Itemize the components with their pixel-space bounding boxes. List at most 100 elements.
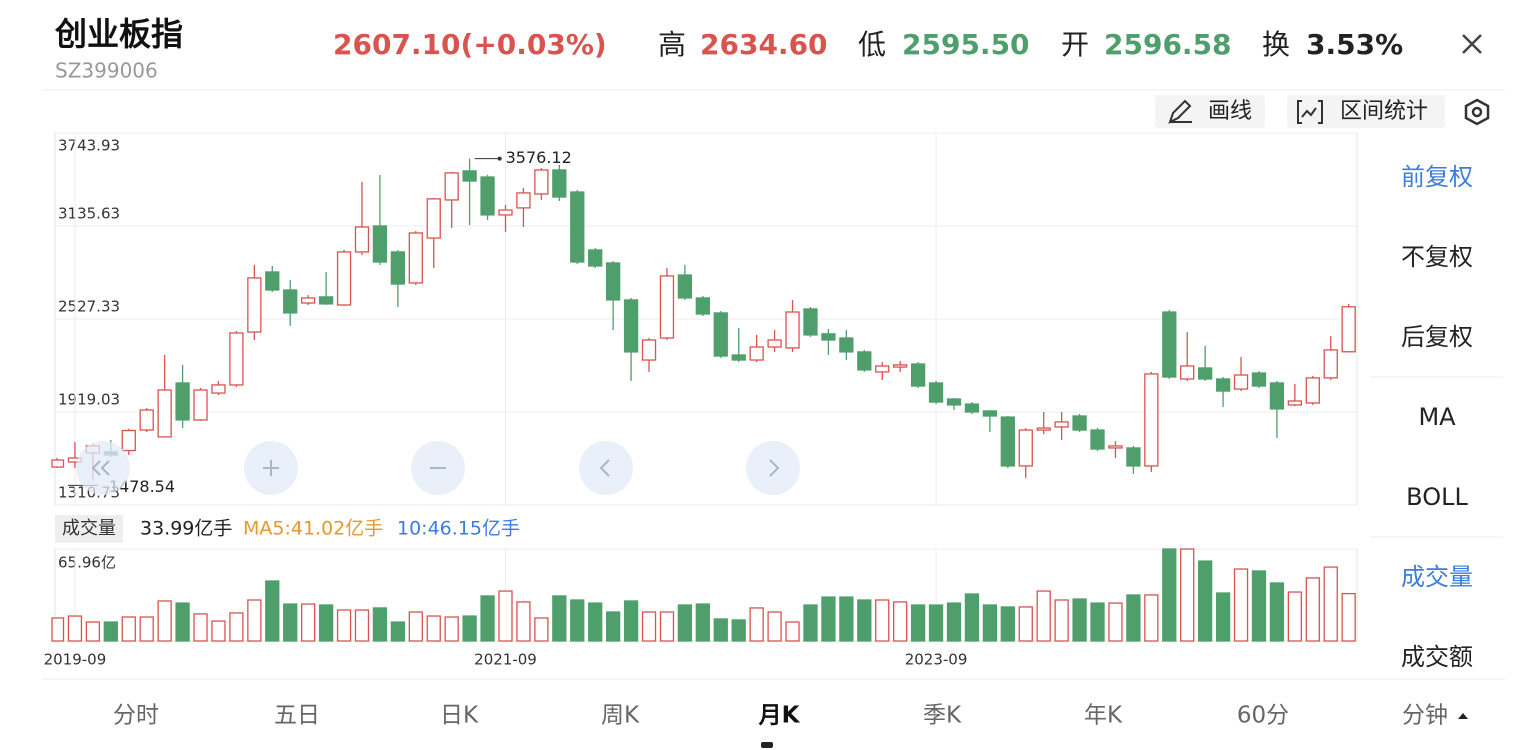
menu-item[interactable]: BOLL — [1406, 483, 1468, 511]
volume-bar — [1287, 591, 1303, 642]
volume-bar — [480, 595, 495, 642]
menu-item[interactable]: 成交额 — [1401, 643, 1473, 671]
price: 2607.10(+0.03%) — [333, 28, 607, 61]
candle-body — [857, 351, 872, 371]
candle-body — [1305, 377, 1320, 404]
max-label: 3576.12 — [506, 148, 572, 167]
volume-bar — [1162, 548, 1177, 642]
volume-bar — [785, 621, 800, 642]
menu-item[interactable]: 后复权 — [1401, 323, 1473, 351]
volume-bar — [51, 617, 65, 642]
candle-body — [588, 249, 603, 267]
tab[interactable]: 日K — [440, 703, 479, 729]
candle-body — [1269, 382, 1285, 410]
volume-bar — [749, 607, 764, 642]
volume-bar — [211, 620, 226, 642]
candle-body — [946, 398, 962, 406]
volume-bar — [426, 615, 441, 642]
tab-active[interactable]: 月K — [758, 703, 801, 729]
close-button[interactable] — [1462, 34, 1482, 54]
candle-body — [1233, 374, 1249, 390]
volume-bar — [857, 599, 872, 642]
range-button[interactable] — [1287, 95, 1445, 128]
tab[interactable]: 五日 — [274, 703, 320, 729]
tab[interactable]: 周K — [601, 703, 640, 729]
candle-body — [731, 354, 746, 361]
volume-bar — [641, 611, 657, 642]
menu-item[interactable]: 成交量 — [1401, 563, 1473, 591]
candle-body — [1036, 427, 1051, 431]
volume-bar — [1054, 599, 1069, 642]
tab[interactable]: 年K — [1084, 703, 1123, 729]
menu-item[interactable]: MA — [1418, 403, 1456, 431]
volume-bar — [444, 616, 459, 642]
volume-bar — [1036, 590, 1051, 642]
y-tick-label: 1919.03 — [58, 391, 120, 409]
candle-body — [426, 198, 441, 239]
pen-icon — [1168, 99, 1192, 124]
nav-next[interactable] — [746, 441, 800, 495]
volume-bar — [552, 595, 567, 642]
volume-bar — [157, 600, 172, 642]
volume-bar — [283, 603, 298, 642]
candle-body — [1126, 447, 1141, 467]
volume-bar — [462, 615, 477, 642]
volume-bar — [372, 607, 388, 642]
volume-bar — [731, 619, 746, 642]
open-label: 开 — [1061, 28, 1089, 61]
candle-body — [623, 299, 639, 353]
candle-body — [211, 384, 226, 394]
tab[interactable]: 60分 — [1237, 703, 1289, 729]
low-label: 低 — [858, 28, 886, 61]
volume-bar — [1251, 570, 1267, 642]
candle-body — [713, 312, 728, 357]
turnover-label: 换 — [1262, 28, 1290, 61]
tab[interactable]: 分钟 — [1402, 703, 1448, 729]
candle-body — [139, 409, 154, 431]
volume-bar — [893, 601, 908, 642]
menu-item[interactable]: 不复权 — [1401, 243, 1473, 271]
candle-body — [516, 192, 531, 209]
candle-body — [480, 176, 495, 216]
candle-body — [928, 382, 944, 403]
x-tick-label: 2023-09 — [905, 651, 968, 669]
volume-bar — [103, 621, 118, 642]
candle-body — [875, 365, 890, 373]
volume-bar — [354, 609, 370, 642]
menu-item[interactable]: 前复权 — [1401, 163, 1473, 191]
volume-bar — [516, 601, 531, 642]
volume-bar — [1090, 602, 1105, 642]
x-tick-label: 2021-09 — [474, 651, 537, 669]
volume-bar — [229, 612, 244, 642]
max-dot — [497, 156, 502, 161]
candle-body — [1054, 421, 1069, 428]
tab[interactable]: 季K — [923, 703, 962, 729]
volume-bar — [588, 602, 603, 642]
volume-bar — [1215, 592, 1231, 642]
candle-body — [893, 364, 908, 368]
volume-bar — [1180, 548, 1195, 642]
candle-body — [157, 389, 172, 438]
candle-body — [1251, 372, 1267, 387]
nav-prev[interactable] — [579, 441, 633, 495]
volume-bar — [839, 596, 854, 642]
marks: 1310.731919.032527.333135.633743.9365.96… — [44, 132, 1357, 669]
tab[interactable]: 分时 — [113, 703, 159, 729]
volume-ma5: MA5:41.02亿手 — [243, 518, 383, 540]
settings-button[interactable] — [1464, 98, 1490, 126]
candle-body — [1162, 311, 1177, 378]
candle-body — [1000, 416, 1015, 467]
draw-label: 画线 — [1208, 99, 1252, 124]
candle-body — [803, 308, 818, 336]
candle-body — [677, 274, 693, 299]
candle-body — [785, 311, 800, 349]
candle-body — [534, 169, 549, 195]
x-tick-label: 2019-09 — [44, 651, 107, 669]
candle-body — [1180, 365, 1195, 380]
candle-body — [51, 459, 65, 468]
candle-body — [570, 191, 585, 263]
candle-body — [336, 251, 352, 306]
volume-bar — [677, 604, 693, 642]
candle-body — [982, 410, 998, 417]
candle-body — [1198, 367, 1213, 380]
